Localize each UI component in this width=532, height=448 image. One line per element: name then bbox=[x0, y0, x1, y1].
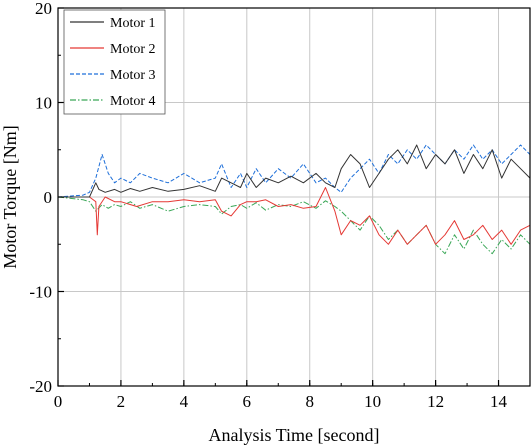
y-axis-title: Motor Torque [Nm] bbox=[0, 125, 20, 268]
series-line-motor-3 bbox=[57, 144, 531, 198]
y-tick-label: -20 bbox=[29, 377, 52, 396]
legend-label-motor-4: Motor 4 bbox=[110, 94, 156, 109]
legend-label-motor-2: Motor 2 bbox=[110, 42, 156, 57]
x-tick-label: 4 bbox=[180, 392, 189, 411]
legend: Motor 1 Motor 2 Motor 3 Motor 4 bbox=[63, 9, 166, 115]
ticks: 0 2 4 6 8 10 12 14 -20 -10 0 10 20 bbox=[29, 0, 531, 411]
y-tick-label: -10 bbox=[29, 283, 52, 302]
series-line-motor-2 bbox=[58, 187, 531, 245]
x-axis-title: Analysis Time [second] bbox=[209, 425, 380, 445]
y-tick-label: 0 bbox=[44, 188, 53, 207]
legend-box bbox=[63, 9, 166, 115]
x-tick-label: 14 bbox=[490, 392, 508, 411]
x-tick-label: 0 bbox=[54, 392, 63, 411]
y-tick-label: 10 bbox=[35, 94, 52, 113]
series-line-motor-1 bbox=[58, 144, 531, 198]
y-tick-label: 20 bbox=[35, 0, 52, 18]
legend-label-motor-3: Motor 3 bbox=[110, 68, 156, 83]
x-tick-label: 2 bbox=[117, 392, 126, 411]
x-tick-label: 10 bbox=[364, 392, 381, 411]
x-tick-label: 6 bbox=[243, 392, 252, 411]
x-tick-label: 8 bbox=[305, 392, 314, 411]
legend-label-motor-1: Motor 1 bbox=[110, 16, 156, 31]
x-tick-label: 12 bbox=[427, 392, 444, 411]
series-line-motor-4 bbox=[57, 196, 531, 255]
series-layer bbox=[57, 144, 531, 255]
